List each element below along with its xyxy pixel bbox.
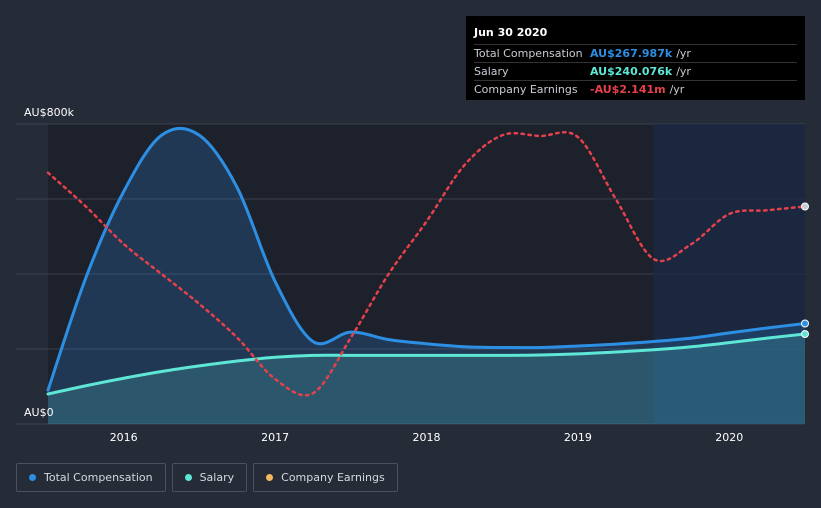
- tooltip-label: Salary: [474, 65, 509, 78]
- y-tick-label-min: AU$0: [24, 406, 54, 419]
- x-tick-label: 2019: [564, 431, 592, 444]
- legend-label: Company Earnings: [281, 471, 385, 484]
- tooltip-unit: /yr: [676, 65, 691, 78]
- x-tick-label: 2018: [413, 431, 441, 444]
- series-lines: [46, 126, 807, 397]
- legend-label: Salary: [199, 471, 235, 484]
- legend-item-salary[interactable]: Salary: [171, 463, 248, 492]
- legend: Total Compensation Salary Company Earnin…: [16, 463, 398, 492]
- forecast-shade: [653, 124, 805, 424]
- legend-label: Total Compensation: [44, 471, 153, 484]
- tooltip-label: Total Compensation: [474, 47, 583, 60]
- salary-line: [46, 332, 807, 396]
- tooltip-value-salary: AU$240.076k: [590, 65, 673, 78]
- total-compensation-endpoint: [801, 319, 809, 328]
- tooltip-value-earnings: -AU$2.141m: [590, 83, 666, 96]
- legend-item-total-compensation[interactable]: Total Compensation: [16, 463, 166, 492]
- tooltip-row-earnings: Company Earnings -AU$2.141m /yr: [474, 80, 797, 98]
- tooltip-row-salary: Salary AU$240.076k /yr: [474, 62, 797, 80]
- series-areas: [48, 128, 805, 424]
- salary-endpoint: [801, 330, 809, 338]
- company-earnings-line: [46, 130, 807, 397]
- y-tick-label-max: AU$800k: [24, 106, 75, 119]
- tooltip-date: Jun 30 2020: [474, 26, 548, 39]
- tooltip-unit: /yr: [669, 83, 685, 96]
- tooltip-unit: /yr: [676, 47, 691, 60]
- tooltip: Jun 30 2020 Total Compensation AU$267.98…: [466, 16, 805, 100]
- legend-dot-icon: [29, 474, 36, 481]
- x-tick-label: 2020: [715, 431, 743, 444]
- tooltip-row-total: Total Compensation AU$267.987k /yr: [474, 44, 797, 62]
- x-tick-label: 2016: [110, 431, 138, 444]
- end-points: [801, 202, 809, 338]
- x-tick-label: 2017: [261, 431, 289, 444]
- total-compensation-line: [46, 126, 807, 392]
- axis-labels: AU$800k AU$0 2016 2017 2018 2019 2020: [24, 106, 743, 444]
- tooltip-label: Company Earnings: [474, 83, 578, 96]
- company-earnings-endpoint: [801, 202, 809, 211]
- legend-dot-icon: [266, 474, 274, 481]
- salary-area: [48, 334, 805, 424]
- legend-dot-icon: [184, 474, 192, 481]
- tooltip-value-total: AU$267.987k: [590, 47, 673, 60]
- legend-item-company-earnings[interactable]: Company Earnings: [253, 463, 398, 492]
- total-compensation-area: [48, 128, 805, 424]
- forecast-region: [653, 124, 805, 424]
